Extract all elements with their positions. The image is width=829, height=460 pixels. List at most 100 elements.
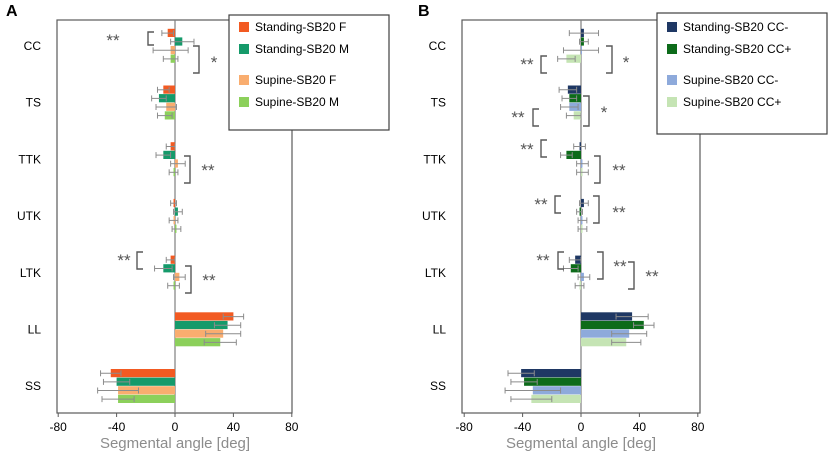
x-tick-label: -40 [108, 420, 126, 434]
error-bar-ts-series-3 [156, 112, 173, 119]
error-bar-utk-series-0 [579, 200, 589, 207]
error-bar-cc-series-2 [562, 47, 600, 54]
legend-box [656, 12, 828, 135]
error-bar-ll-series-1 [213, 322, 242, 329]
error-bar-ltk-series-3 [574, 282, 585, 289]
significance-stars: * [601, 103, 608, 122]
x-axis-label: Segmental angle [deg] [506, 435, 656, 452]
error-bar-ttk-series-0 [573, 143, 586, 150]
error-bar-ttk-series-2 [576, 160, 589, 167]
error-bar-utk-series-2 [577, 217, 588, 224]
error-bar-cc-series-1 [170, 38, 195, 45]
error-bar-ttk-series-1 [155, 152, 172, 159]
x-tick-label: -40 [514, 420, 532, 434]
legend-label-1: Standing-SB20 M [255, 42, 349, 56]
significance-bracket [597, 251, 604, 280]
error-bar-cc-series-0 [161, 30, 175, 37]
category-label-ll: LL [433, 323, 447, 337]
error-bar-cc-series-2 [152, 47, 189, 54]
error-bar-ts-series-1 [151, 95, 167, 102]
significance-stars: ** [645, 267, 659, 286]
significance-bracket [540, 139, 547, 158]
legend-label-2: Supine-SB20 CC- [683, 73, 778, 87]
category-label-ttk: TTK [423, 152, 446, 166]
legend-swatch-2 [239, 75, 249, 85]
category-label-ss: SS [430, 379, 446, 393]
significance-stars: ** [201, 161, 215, 180]
category-label-utk: UTK [17, 209, 41, 223]
x-tick-label: 0 [578, 420, 585, 434]
x-tick-label: -80 [50, 420, 68, 434]
significance-stars: ** [536, 251, 550, 270]
error-bar-ts-series-1 [561, 95, 578, 102]
panel-letter: B [418, 3, 430, 20]
error-bar-utk-series-1 [173, 208, 183, 215]
significance-bracket [593, 195, 600, 224]
legend-swatch-2 [667, 75, 677, 85]
error-bar-ltk-series-0 [165, 256, 176, 263]
legend-label-3: Supine-SB20 M [255, 95, 339, 109]
legend-box [228, 14, 390, 131]
category-label-cc: CC [24, 39, 42, 53]
error-bar-ttk-series-3 [576, 169, 589, 176]
bar-ttk-series-1 [566, 150, 581, 159]
significance-stars: ** [613, 257, 627, 276]
category-label-utk: UTK [422, 209, 446, 223]
significance-bracket [193, 45, 200, 74]
x-tick-label: 40 [633, 420, 647, 434]
error-bar-ll-series-2 [205, 330, 242, 337]
significance-bracket [184, 155, 191, 184]
error-bar-ltk-series-1 [154, 265, 173, 272]
significance-bracket [185, 265, 192, 294]
error-bar-ss-series-0 [100, 370, 122, 377]
legend-swatch-1 [239, 44, 249, 54]
bar-ll-series-3 [581, 338, 627, 347]
error-bar-ss-series-1 [510, 378, 538, 385]
legend-swatch-0 [239, 22, 249, 32]
significance-stars: * [623, 53, 630, 72]
error-bar-ts-series-0 [558, 86, 578, 93]
category-label-ss: SS [25, 379, 41, 393]
error-bar-ss-series-3 [510, 396, 553, 403]
legend-label-0: Standing-SB20 F [255, 20, 346, 34]
panel-letter: A [6, 3, 18, 20]
bar-ss-series-1 [116, 377, 175, 386]
bar-ll-series-0 [581, 312, 633, 321]
legend-label-1: Standing-SB20 CC+ [683, 42, 791, 56]
category-label-ts: TS [26, 96, 41, 110]
error-bar-cc-series-0 [568, 30, 600, 37]
error-bar-utk-series-3 [171, 226, 182, 232]
error-bar-ttk-series-2 [170, 160, 186, 167]
error-bar-ll-series-3 [203, 339, 237, 346]
error-bar-cc-series-3 [162, 55, 179, 62]
legend: Standing-SB20 F Standing-SB20 M Supine-SB2… [228, 14, 390, 131]
error-bar-ss-series-2 [504, 387, 562, 394]
bar-ll-series-1 [175, 320, 228, 330]
error-bar-ttk-series-3 [168, 169, 179, 176]
legend-swatch-0 [667, 22, 677, 32]
significance-stars: ** [520, 55, 534, 74]
error-bar-ts-series-3 [565, 112, 582, 119]
significance-bracket [136, 251, 143, 270]
significance-stars: ** [511, 108, 525, 127]
category-label-ltk: LTK [425, 266, 446, 280]
x-tick-label: 80 [691, 420, 705, 434]
bar-ll-series-2 [581, 329, 630, 338]
bar-ll-series-1 [581, 320, 644, 330]
panel-a: A CC TS TTK UTK LTK LL SS -80 -40 0 40 80 Segmental a… [6, 3, 390, 452]
error-bar-ttk-series-0 [165, 143, 176, 150]
bar-ss-series-3 [531, 394, 581, 403]
error-bar-ss-series-0 [507, 370, 535, 377]
x-tick-label: -80 [456, 420, 474, 434]
error-bar-ll-series-3 [611, 339, 642, 346]
error-bar-ltk-series-3 [167, 282, 180, 289]
bar-ts-series-1 [158, 94, 175, 103]
error-bar-ll-series-1 [633, 322, 655, 329]
significance-bracket [594, 155, 601, 184]
bar-ll-series-2 [175, 329, 224, 338]
category-label-ttk: TTK [18, 152, 41, 166]
error-bar-ll-series-0 [222, 313, 245, 320]
bar-ll-series-0 [175, 312, 234, 321]
significance-bracket [606, 45, 613, 74]
error-bar-ll-series-2 [611, 330, 648, 337]
